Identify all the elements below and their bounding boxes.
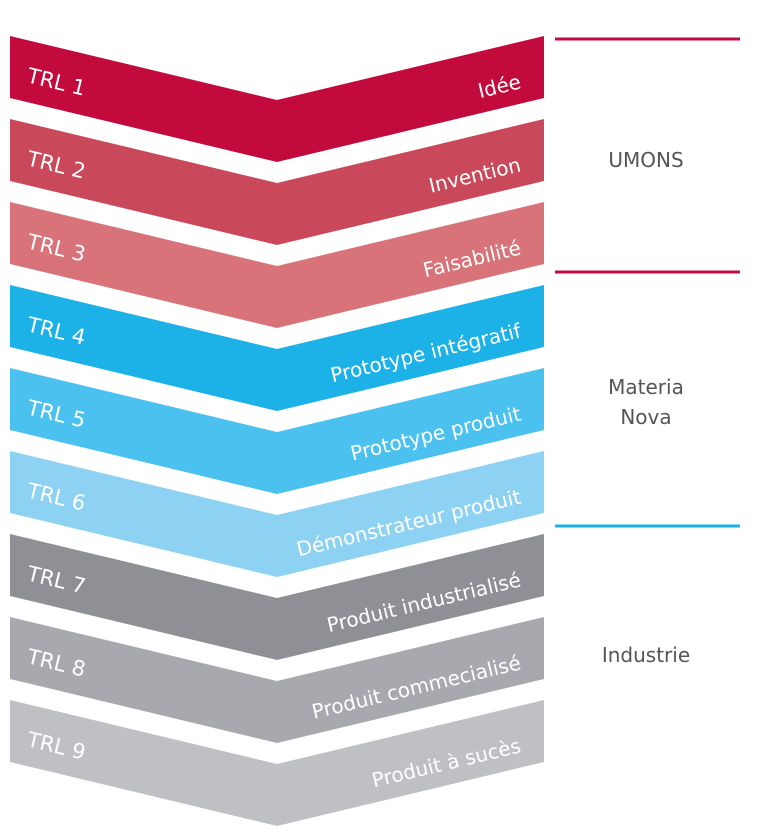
chevron-shape-8 <box>10 617 544 743</box>
chevron-shape-3 <box>10 202 544 328</box>
chevron-3: TRL 3 Faisabilité <box>10 202 544 328</box>
group-label-umons: UMONS <box>608 148 684 172</box>
chevron-shape-1 <box>10 36 544 162</box>
chevron-shape-2 <box>10 119 544 245</box>
chevron-8: TRL 8 Produit commecialisé <box>10 617 544 743</box>
group-label-materia-nova: Materia Nova <box>608 375 684 429</box>
chevron-shape-6 <box>10 451 544 577</box>
chevron-shape-5 <box>10 368 544 494</box>
chevron-9: TRL 9 Produit à sucès <box>10 700 544 826</box>
chevron-shape-4 <box>10 285 544 411</box>
chevron-shape-9 <box>10 700 544 826</box>
chevron-1: TRL 1 Idée <box>10 36 544 162</box>
chevron-shape-7 <box>10 534 544 660</box>
group-label-industrie: Industrie <box>601 643 691 667</box>
